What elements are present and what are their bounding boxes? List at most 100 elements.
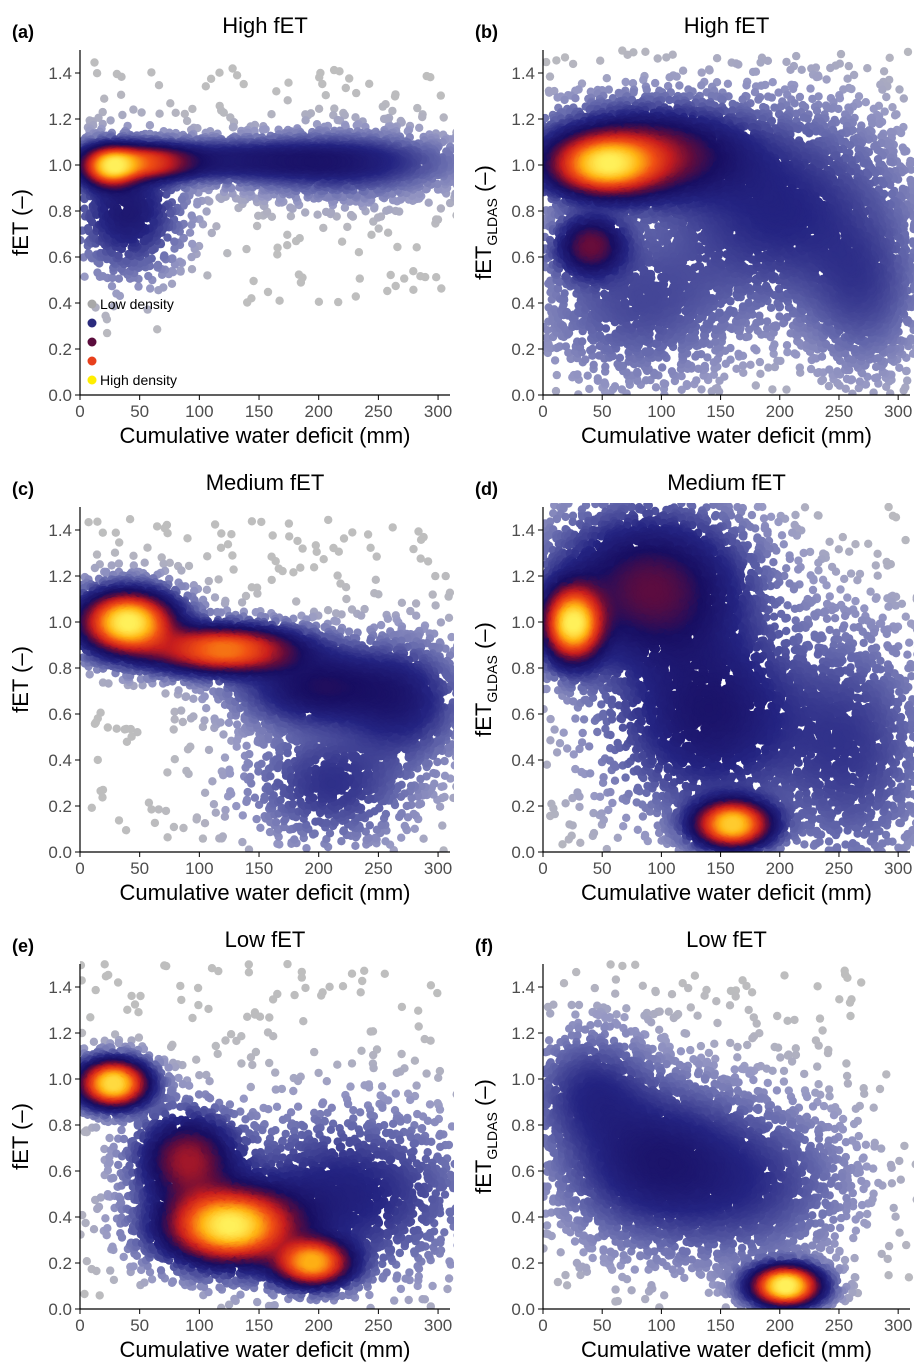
data-point — [188, 240, 196, 248]
data-point — [477, 157, 485, 165]
data-point — [501, 154, 509, 162]
data-point — [400, 274, 408, 282]
data-point — [452, 211, 460, 219]
data-point — [275, 297, 283, 305]
data-point — [409, 267, 417, 275]
data-point — [117, 73, 125, 81]
data-point — [460, 171, 468, 179]
data-point — [352, 89, 360, 97]
data-point — [409, 286, 417, 294]
data-point — [365, 80, 373, 88]
data-point — [342, 84, 350, 92]
data-point — [284, 96, 292, 104]
data-point — [379, 102, 387, 110]
data-point — [375, 224, 383, 232]
data-point — [80, 273, 88, 281]
data-point — [458, 157, 466, 165]
data-point — [155, 81, 163, 89]
data-point — [146, 284, 154, 292]
data-point — [459, 164, 467, 172]
data-point — [499, 180, 507, 188]
data-point — [188, 265, 196, 273]
data-point — [458, 153, 466, 161]
data-point — [283, 231, 291, 239]
data-point — [207, 75, 215, 83]
data-point — [319, 224, 327, 232]
data-point — [527, 143, 535, 151]
data-point — [296, 234, 304, 242]
data-point — [272, 87, 280, 95]
data-point — [264, 288, 272, 296]
data-point — [473, 150, 481, 158]
data-point — [484, 153, 492, 161]
data-point — [155, 110, 163, 118]
data-point — [454, 147, 462, 155]
data-point — [187, 221, 195, 229]
data-point — [460, 131, 468, 139]
data-point — [322, 91, 330, 99]
data-point — [367, 231, 375, 239]
data-point — [146, 121, 154, 129]
data-point — [465, 146, 473, 154]
data-point — [456, 149, 464, 157]
data-point — [315, 298, 323, 306]
data-point — [243, 298, 251, 306]
data-point — [168, 280, 176, 288]
data-point — [240, 80, 248, 88]
data-point — [460, 182, 468, 190]
data-point — [425, 199, 433, 207]
data-point — [481, 143, 489, 151]
data-point — [456, 149, 464, 157]
data-point — [129, 105, 137, 113]
data-point — [301, 208, 309, 216]
data-point — [385, 206, 393, 214]
data-point — [202, 82, 210, 90]
data-point — [459, 148, 467, 156]
data-point — [458, 136, 466, 144]
data-point — [415, 124, 423, 132]
data-point — [413, 243, 421, 251]
data-point — [315, 105, 323, 113]
data-point — [154, 261, 162, 269]
data-point — [147, 68, 155, 76]
data-point — [287, 212, 295, 220]
data-point — [474, 154, 482, 162]
data-point — [460, 163, 468, 171]
data-point — [144, 272, 152, 280]
data-point — [188, 105, 196, 113]
data-point — [384, 229, 392, 237]
data-point — [432, 273, 440, 281]
data-point — [459, 153, 467, 161]
data-point — [465, 131, 473, 139]
data-point — [259, 126, 267, 134]
data-point — [229, 123, 237, 131]
data-point — [202, 207, 210, 215]
data-point — [456, 163, 464, 171]
data-point — [154, 286, 162, 294]
data-point — [464, 152, 472, 160]
data-point — [437, 91, 445, 99]
data-point — [100, 95, 108, 103]
data-point — [467, 133, 475, 141]
data-point — [393, 243, 401, 251]
data-point — [498, 166, 506, 174]
data-point — [103, 329, 111, 337]
data-point — [486, 156, 494, 164]
data-point — [459, 161, 467, 169]
data-point — [223, 249, 231, 257]
data-point — [188, 211, 196, 219]
data-point — [463, 171, 471, 179]
data-point — [115, 275, 123, 283]
data-point — [466, 143, 474, 151]
data-point — [318, 80, 326, 88]
data-point — [456, 162, 464, 170]
data-point — [383, 287, 391, 295]
data-point — [108, 282, 116, 290]
data-point — [458, 121, 466, 129]
data-point — [208, 229, 216, 237]
data-point — [482, 152, 490, 160]
data-point — [335, 67, 343, 75]
data-point — [178, 195, 186, 203]
data-point — [455, 144, 463, 152]
data-point — [322, 208, 330, 216]
